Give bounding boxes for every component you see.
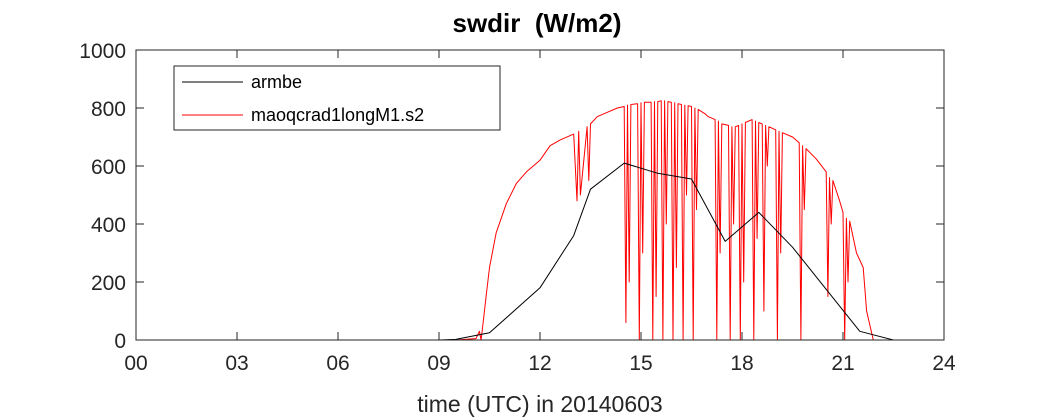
x-tick-label: 09 (427, 352, 450, 375)
y-tick-label: 800 (91, 98, 126, 121)
legend: armbe maoqcrad1longM1.s2 (173, 65, 501, 131)
legend-label-armbe: armbe (251, 72, 302, 92)
x-tick-label: 00 (124, 352, 147, 375)
chart-title: swdir (W/m2) (452, 8, 621, 38)
x-tick-label: 24 (932, 352, 956, 375)
y-tick-label: 400 (91, 214, 126, 237)
x-tick-label: 21 (831, 352, 854, 375)
series-line-maoqcrad1longm1-s2 (136, 100, 944, 341)
legend-box (173, 65, 501, 131)
x-axis-label: time (UTC) in 20140603 (417, 391, 662, 417)
x-tick-label: 03 (225, 352, 248, 375)
y-tick-label: 1000 (79, 40, 126, 63)
x-tick-label: 18 (730, 352, 753, 375)
legend-label-maoqcrad: maoqcrad1longM1.s2 (251, 105, 424, 125)
ticks-layer: 00 03 06 09 12 15 18 21 24 0 200 400 600 800 1000 (79, 40, 956, 375)
x-tick-label: 12 (528, 352, 551, 375)
x-tick-label: 15 (629, 352, 652, 375)
x-tick-label: 06 (326, 352, 349, 375)
y-tick-label: 600 (91, 156, 126, 179)
y-tick-label: 0 (114, 330, 126, 353)
y-tick-label: 200 (91, 272, 126, 295)
